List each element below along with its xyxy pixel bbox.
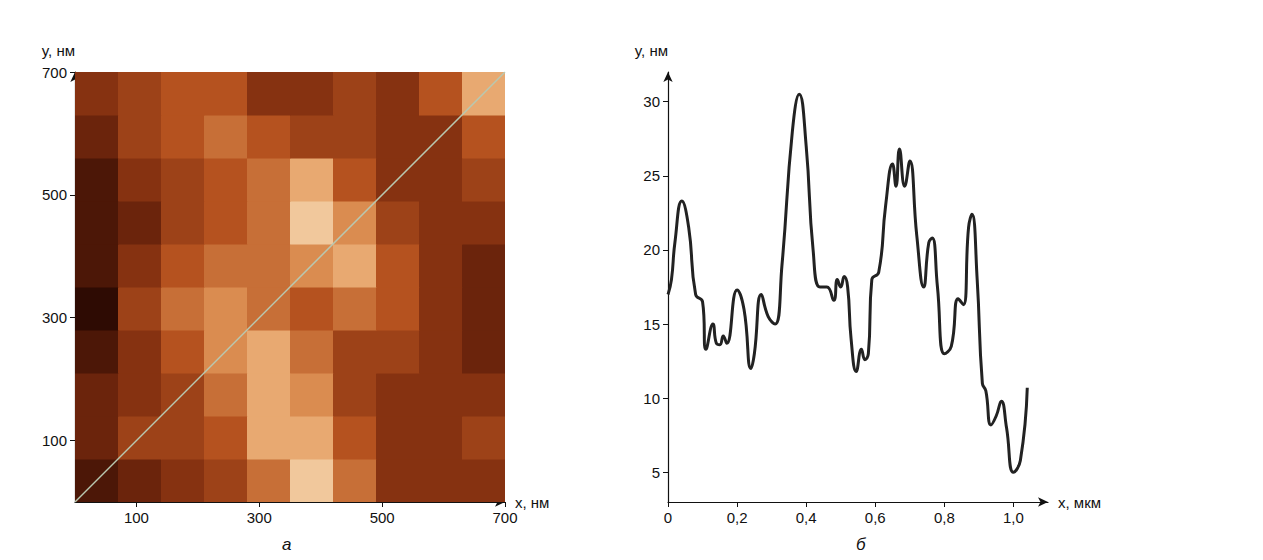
svg-text:5: 5 bbox=[652, 464, 660, 481]
svg-text:0,8: 0,8 bbox=[934, 509, 955, 526]
svg-text:20: 20 bbox=[643, 241, 660, 258]
svg-text:0,4: 0,4 bbox=[796, 509, 817, 526]
svg-text:300: 300 bbox=[42, 309, 67, 326]
svg-text:x, мкм: x, мкм bbox=[1058, 494, 1101, 511]
svg-text:100: 100 bbox=[124, 509, 149, 526]
svg-text:700: 700 bbox=[42, 64, 67, 81]
svg-text:1,0: 1,0 bbox=[1003, 509, 1024, 526]
svg-text:100: 100 bbox=[42, 432, 67, 449]
svg-text:0,2: 0,2 bbox=[727, 509, 748, 526]
svg-text:30: 30 bbox=[643, 93, 660, 110]
svg-text:0,6: 0,6 bbox=[865, 509, 886, 526]
svg-text:а: а bbox=[282, 535, 291, 554]
svg-text:700: 700 bbox=[492, 509, 517, 526]
svg-text:10: 10 bbox=[643, 390, 660, 407]
svg-text:0: 0 bbox=[664, 509, 672, 526]
svg-text:500: 500 bbox=[370, 509, 395, 526]
svg-text:25: 25 bbox=[643, 167, 660, 184]
svg-text:300: 300 bbox=[247, 509, 272, 526]
svg-text:500: 500 bbox=[42, 186, 67, 203]
svg-text:x, нм: x, нм bbox=[515, 494, 549, 511]
svg-text:б: б bbox=[856, 535, 867, 554]
svg-text:y, нм: y, нм bbox=[635, 42, 668, 59]
svg-text:y, нм: y, нм bbox=[42, 42, 75, 59]
svg-text:15: 15 bbox=[643, 316, 660, 333]
